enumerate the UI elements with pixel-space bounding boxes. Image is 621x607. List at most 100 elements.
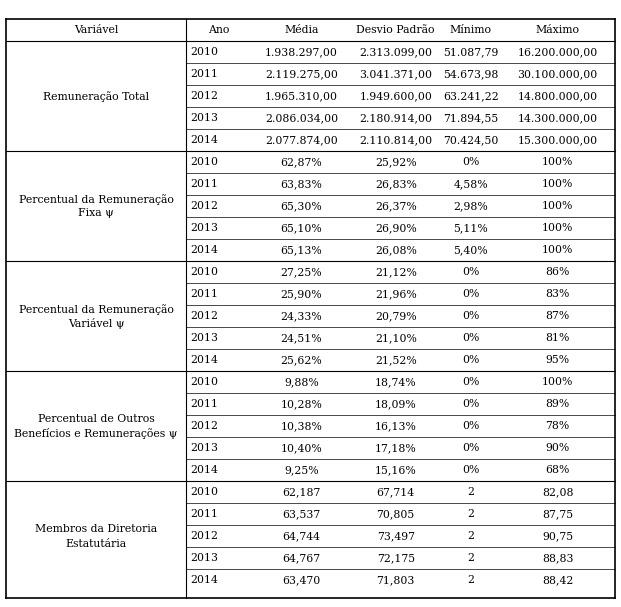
Text: 83%: 83% [545,290,570,299]
Text: Variável ψ: Variável ψ [68,318,124,329]
Text: 9,88%: 9,88% [284,378,319,387]
Text: 86%: 86% [545,267,570,277]
Text: 88,83: 88,83 [542,554,573,563]
Text: 2010: 2010 [191,267,219,277]
Text: 2012: 2012 [191,202,219,211]
Text: 2013: 2013 [191,113,219,123]
Text: 90%: 90% [545,443,569,453]
Text: 2014: 2014 [191,575,219,585]
Text: 1.938.297,00: 1.938.297,00 [265,47,338,57]
Text: 2011: 2011 [191,290,219,299]
Text: 100%: 100% [542,223,573,233]
Text: Membros da Diretoria: Membros da Diretoria [35,524,157,534]
Text: 2,98%: 2,98% [453,202,488,211]
Text: 20,79%: 20,79% [375,311,417,321]
Text: 26,37%: 26,37% [375,202,417,211]
Text: 100%: 100% [542,378,573,387]
Text: 95%: 95% [545,355,569,365]
Text: 2013: 2013 [191,223,219,233]
Text: 70,805: 70,805 [376,509,415,520]
Text: 21,52%: 21,52% [375,355,417,365]
Text: 27,25%: 27,25% [281,267,322,277]
Text: 2011: 2011 [191,69,219,79]
Text: 10,40%: 10,40% [281,443,322,453]
Text: 10,28%: 10,28% [281,399,322,409]
Text: 2010: 2010 [191,157,219,167]
Text: Benefícios e Remunerações ψ: Benefícios e Remunerações ψ [14,428,178,439]
Text: 67,714: 67,714 [377,487,415,497]
Text: 1.965.310,00: 1.965.310,00 [265,91,338,101]
Text: Variável: Variável [74,25,118,35]
Text: 21,12%: 21,12% [374,267,417,277]
Text: 51.087,79: 51.087,79 [443,47,499,57]
Text: 63,83%: 63,83% [281,179,322,189]
Text: 71.894,55: 71.894,55 [443,113,499,123]
Text: Fixa ψ: Fixa ψ [78,208,114,219]
Text: 21,96%: 21,96% [375,290,417,299]
Text: 82,08: 82,08 [542,487,573,497]
Text: 5,40%: 5,40% [453,245,488,256]
Text: 18,74%: 18,74% [375,378,417,387]
Text: Percentual da Remuneração: Percentual da Remuneração [19,304,173,314]
Text: 0%: 0% [462,267,479,277]
Text: 0%: 0% [462,311,479,321]
Text: 2012: 2012 [191,421,219,432]
Text: 3.041.371,00: 3.041.371,00 [359,69,432,79]
Text: 2: 2 [468,531,474,541]
Text: 0%: 0% [462,333,479,344]
Text: 2.086.034,00: 2.086.034,00 [265,113,338,123]
Text: 63,537: 63,537 [283,509,320,520]
Text: 2014: 2014 [191,466,219,475]
Text: 0%: 0% [462,421,479,432]
Text: 2010: 2010 [191,487,219,497]
Text: 2.110.814,00: 2.110.814,00 [359,135,432,145]
Text: 100%: 100% [542,245,573,256]
Text: 25,62%: 25,62% [281,355,322,365]
Text: 54.673,98: 54.673,98 [443,69,499,79]
Text: 2: 2 [468,487,474,497]
Text: 0%: 0% [462,355,479,365]
Text: 62,87%: 62,87% [281,157,322,167]
Text: 78%: 78% [545,421,569,432]
Text: 0%: 0% [462,378,479,387]
Text: 10,38%: 10,38% [281,421,322,432]
Text: 65,10%: 65,10% [281,223,322,233]
Text: 17,18%: 17,18% [375,443,417,453]
Text: 9,25%: 9,25% [284,466,319,475]
Text: 26,83%: 26,83% [374,179,417,189]
Text: 65,30%: 65,30% [281,202,322,211]
Text: 25,92%: 25,92% [375,157,417,167]
Text: 2014: 2014 [191,355,219,365]
Text: 26,08%: 26,08% [374,245,417,256]
Text: 2.119.275,00: 2.119.275,00 [265,69,338,79]
Text: 100%: 100% [542,179,573,189]
Text: 14.300.000,00: 14.300.000,00 [517,113,597,123]
Text: 16.200.000,00: 16.200.000,00 [517,47,597,57]
Text: 73,497: 73,497 [377,531,415,541]
Text: Mínimo: Mínimo [450,25,492,35]
Text: 24,51%: 24,51% [281,333,322,344]
Text: Ano: Ano [209,25,230,35]
Text: 89%: 89% [545,399,569,409]
Text: 2011: 2011 [191,179,219,189]
Text: Percentual da Remuneração: Percentual da Remuneração [19,194,173,205]
Text: 87%: 87% [545,311,569,321]
Text: 2012: 2012 [191,91,219,101]
Text: 90,75: 90,75 [542,531,573,541]
Text: 2: 2 [468,509,474,520]
Text: 5,11%: 5,11% [453,223,488,233]
Text: 24,33%: 24,33% [281,311,322,321]
Text: 63,470: 63,470 [283,575,320,585]
Text: 30.100.000,00: 30.100.000,00 [517,69,597,79]
Text: 2.077.874,00: 2.077.874,00 [265,135,338,145]
Text: 65,13%: 65,13% [281,245,322,256]
Text: 2: 2 [468,554,474,563]
Text: 26,90%: 26,90% [375,223,417,233]
Text: 64,744: 64,744 [283,531,320,541]
Text: 72,175: 72,175 [377,554,415,563]
Text: 70.424,50: 70.424,50 [443,135,499,145]
Text: 100%: 100% [542,202,573,211]
Text: 100%: 100% [542,157,573,167]
Text: 21,10%: 21,10% [374,333,417,344]
Text: 14.800.000,00: 14.800.000,00 [517,91,597,101]
